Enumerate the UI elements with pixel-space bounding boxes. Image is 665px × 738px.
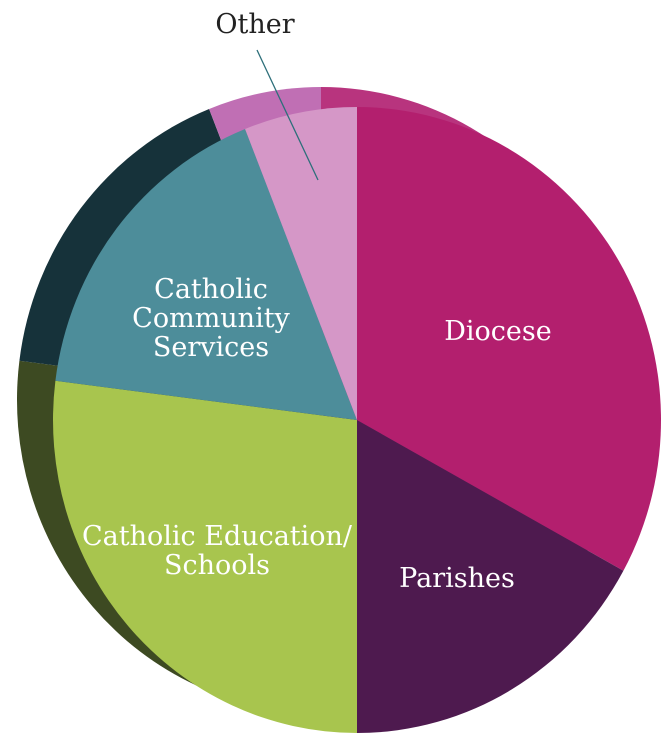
slice-label-line: Other bbox=[215, 9, 294, 40]
slice-label-line: Services bbox=[153, 332, 269, 363]
slice-label-line: Diocese bbox=[444, 316, 551, 347]
leader-line-other bbox=[256, 49, 319, 181]
slice-label-diocese: Diocese bbox=[444, 316, 551, 347]
slice-parishes bbox=[357, 420, 624, 733]
slice-catholic-education-schools bbox=[53, 380, 358, 733]
slice-other bbox=[245, 107, 357, 420]
slice-catholic-community-services bbox=[55, 128, 358, 420]
slice-label-parishes: Parishes bbox=[399, 563, 515, 594]
pie-slices bbox=[53, 107, 661, 733]
slice-label-catholic-community-services: Catholic Community Services bbox=[132, 274, 290, 363]
slice-label-other: Other bbox=[215, 9, 294, 40]
slice-label-line: Community bbox=[132, 303, 290, 334]
slice-label-line: Catholic Education/ bbox=[82, 521, 353, 552]
slice-label-line: Schools bbox=[164, 550, 270, 581]
pie-labels: Diocese Parishes Catholic Education/School… bbox=[82, 9, 552, 594]
slice-diocese bbox=[357, 107, 661, 571]
slice-label-line: Catholic bbox=[154, 274, 268, 305]
slice-label-line: Parishes bbox=[399, 563, 515, 594]
slice-label-catholic-education-schools: Catholic Education/Schools bbox=[82, 521, 353, 581]
